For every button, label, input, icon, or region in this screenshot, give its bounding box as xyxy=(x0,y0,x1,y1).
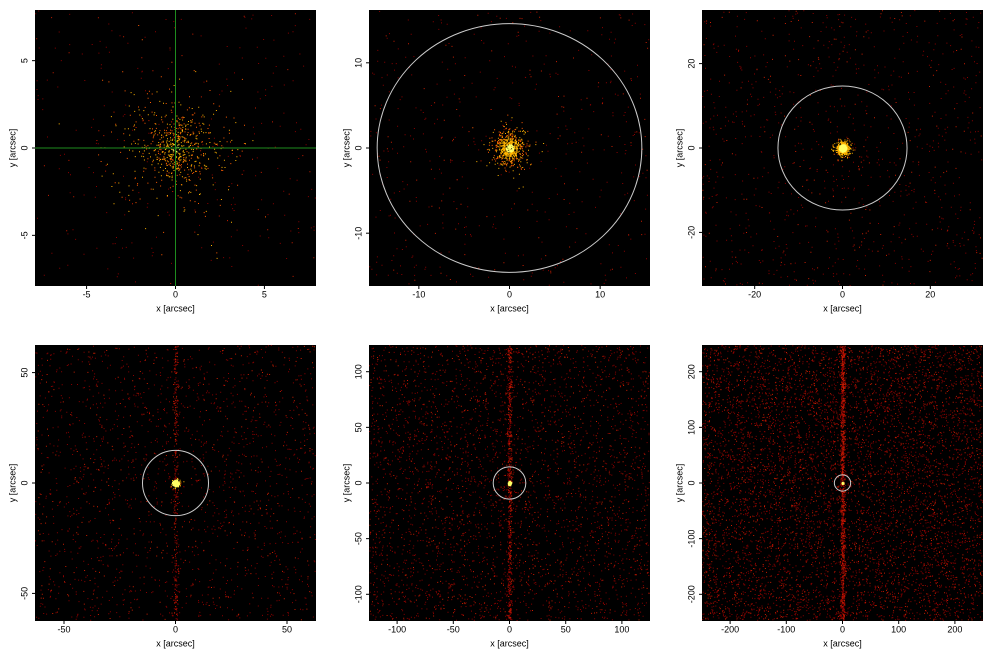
x-tick-label: 100 xyxy=(891,624,906,634)
aperture-circle xyxy=(376,23,643,273)
x-tick-label: -20 xyxy=(748,289,761,299)
y-tick-label: 10 xyxy=(353,58,363,68)
aperture-circle xyxy=(777,85,908,211)
x-tick-label: 20 xyxy=(925,289,935,299)
y-tick-label: 0 xyxy=(19,480,29,485)
panel: -20 0 20 -20 0 20 x [arcsec] y [arcsec] xyxy=(674,10,983,313)
x-tick-label: -50 xyxy=(57,624,70,634)
x-axis-label: x [arcsec] xyxy=(156,303,195,313)
x-tick-label: 0 xyxy=(173,624,178,634)
x-tick-label: -200 xyxy=(721,624,739,634)
background-texture xyxy=(171,479,181,488)
background-texture xyxy=(838,144,848,153)
x-axis-label: x [arcsec] xyxy=(823,638,862,648)
x-tick-label: -100 xyxy=(388,624,406,634)
y-tick-label: 0 xyxy=(353,480,363,485)
x-axis-label: x [arcsec] xyxy=(823,303,862,313)
y-tick-label: 50 xyxy=(353,422,363,432)
aperture-circle xyxy=(492,466,527,500)
background-texture xyxy=(831,138,854,161)
y-axis-label: y [arcsec] xyxy=(341,464,351,503)
y-axis-label: y [arcsec] xyxy=(674,129,684,168)
y-tick-label: -5 xyxy=(19,231,29,239)
background-texture xyxy=(841,481,845,485)
y-tick-label: 100 xyxy=(686,420,696,435)
x-axis-label: x [arcsec] xyxy=(156,638,195,648)
x-axis-label: x [arcsec] xyxy=(490,638,529,648)
background-texture xyxy=(476,117,545,189)
y-tick-label: 100 xyxy=(353,364,363,379)
y-tick-label: 0 xyxy=(686,145,696,150)
y-tick-label: 0 xyxy=(353,145,363,150)
panel: -50 0 50 -50 0 50 x [arcsec] y [arcsec] xyxy=(7,345,316,648)
x-tick-label: -10 xyxy=(412,289,425,299)
y-tick-label: -50 xyxy=(19,587,29,600)
background-texture xyxy=(507,480,513,487)
background-texture xyxy=(172,144,181,153)
y-axis-label: y [arcsec] xyxy=(7,464,17,503)
x-axis-label: x [arcsec] xyxy=(490,303,529,313)
y-tick-label: -100 xyxy=(353,585,363,603)
x-tick-label: -100 xyxy=(777,624,795,634)
y-tick-label: 0 xyxy=(19,145,29,150)
y-axis-label: y [arcsec] xyxy=(7,129,17,168)
background-texture xyxy=(170,478,185,490)
x-tick-label: 200 xyxy=(947,624,962,634)
y-tick-label: -50 xyxy=(353,532,363,545)
y-tick-label: 5 xyxy=(19,58,29,63)
background-texture xyxy=(37,345,315,621)
x-tick-label: 100 xyxy=(614,624,629,634)
x-tick-label: 0 xyxy=(173,289,178,299)
y-tick-label: 200 xyxy=(686,364,696,379)
background-texture xyxy=(505,144,515,153)
background-texture xyxy=(369,345,650,621)
x-tick-label: -5 xyxy=(83,289,91,299)
y-tick-label: -200 xyxy=(686,585,696,603)
y-tick-label: 50 xyxy=(19,368,29,378)
x-tick-label: 5 xyxy=(262,289,267,299)
aperture-circle xyxy=(833,474,852,492)
x-tick-label: 0 xyxy=(507,289,512,299)
x-tick-label: 10 xyxy=(595,289,605,299)
x-tick-label: 50 xyxy=(561,624,571,634)
x-tick-label: -50 xyxy=(447,624,460,634)
panel: -10 0 10 -10 0 10 x [arcsec] y [arcsec] xyxy=(341,10,650,313)
x-tick-label: 50 xyxy=(282,624,292,634)
y-axis-label: y [arcsec] xyxy=(341,129,351,168)
panel: -100 -50 0 50 100 -100 -50 0 50 100 x [arcsec] y [a… xyxy=(341,345,650,648)
x-tick-label: 0 xyxy=(840,624,845,634)
y-tick-label: 0 xyxy=(686,480,696,485)
y-tick-label: -10 xyxy=(353,227,363,240)
y-axis-label: y [arcsec] xyxy=(674,464,684,503)
panel: -5 0 5 -5 0 5 x [arcsec] y [arcsec] xyxy=(7,10,316,313)
aperture-circle xyxy=(141,449,210,517)
y-tick-label: -100 xyxy=(686,530,696,548)
panel: -200 -100 0 100 200 -200 -100 0 100 200 x [arcsec]… xyxy=(674,345,983,648)
y-tick-label: 20 xyxy=(686,59,696,69)
y-tick-label: -20 xyxy=(686,226,696,239)
x-tick-label: 0 xyxy=(840,289,845,299)
x-tick-label: 0 xyxy=(507,624,512,634)
